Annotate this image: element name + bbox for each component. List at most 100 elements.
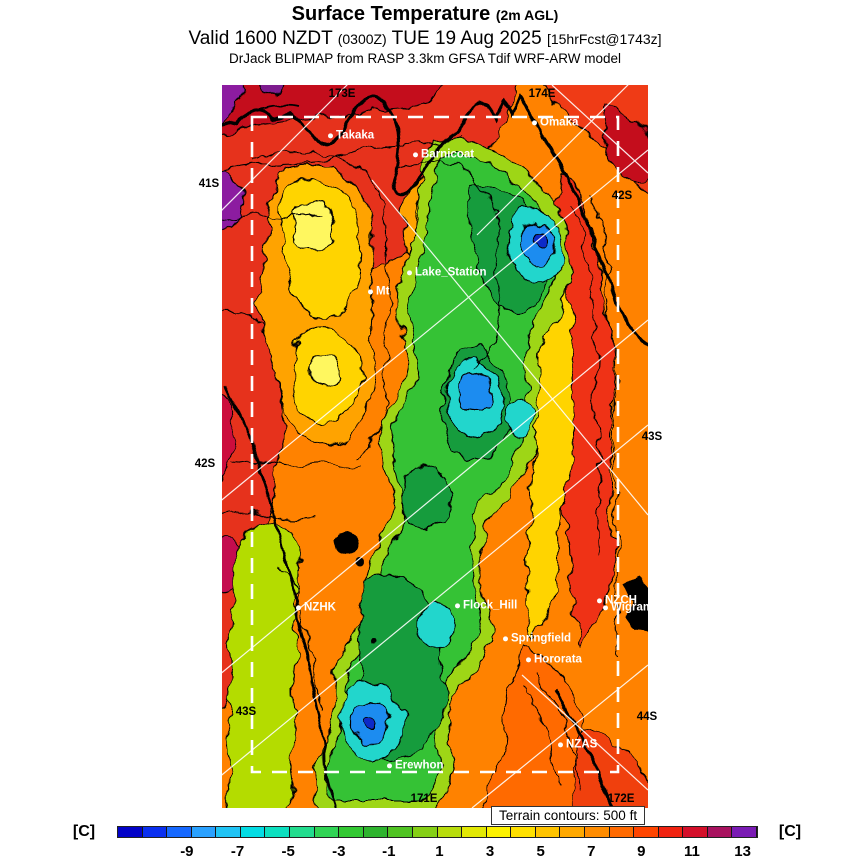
colorbar-segment xyxy=(290,827,315,837)
colorbar-segment xyxy=(609,827,635,837)
temperature-field xyxy=(222,85,648,808)
place-name: NZAS xyxy=(566,738,598,751)
colorbar-segment xyxy=(265,827,291,837)
colorbar-tick-label: 13 xyxy=(734,843,751,860)
colorbar-segment xyxy=(462,827,487,837)
colorbar-unit-left: [C] xyxy=(72,823,96,840)
place-name: Barnicoat xyxy=(421,148,475,161)
graticule-label: 42S xyxy=(194,458,216,470)
forecast-run-note: [15hrFcst@1743z] xyxy=(546,31,662,47)
place-marker-dot xyxy=(558,741,563,747)
colorbar-segment xyxy=(683,827,708,837)
graticule-label: 42S xyxy=(611,190,633,202)
place-marker-dot xyxy=(532,119,537,125)
place-label: Mt xyxy=(368,285,389,297)
colorbar-segment xyxy=(363,827,389,837)
colorbar-gradient xyxy=(117,826,758,838)
place-marker-dot xyxy=(455,602,460,608)
model-credit-line: DrJack BLIPMAP from RASP 3.3km GFSA Tdif… xyxy=(228,50,622,66)
colorbar-segment xyxy=(732,827,758,837)
place-label: Hororata xyxy=(526,653,582,665)
colorbar-tick-label: 7 xyxy=(587,843,596,860)
place-name: Takaka xyxy=(336,129,375,142)
colorbar-segment xyxy=(486,827,512,837)
colorbar: [C] -9 -7 -5 -3 -1 1 3 5 7 9 11 13 [C] xyxy=(0,820,850,860)
colorbar-segment xyxy=(634,827,659,837)
place-marker-dot xyxy=(603,604,608,610)
colorbar-segment xyxy=(658,827,684,837)
colorbar-segment xyxy=(216,827,241,837)
place-label: Barnicoat xyxy=(413,148,474,160)
place-marker-dot xyxy=(387,762,392,768)
place-marker-dot xyxy=(503,635,508,641)
place-name: NZCH xyxy=(605,594,637,607)
colorbar-tick-label: -9 xyxy=(180,843,194,860)
colorbar-segment xyxy=(511,827,536,837)
graticule-label: 173E xyxy=(328,88,356,100)
colorbar-segment xyxy=(560,827,585,837)
colorbar-segment xyxy=(412,827,438,837)
title-block: Surface Temperature (2m AGL) Valid 1600 … xyxy=(0,3,850,66)
graticule-label: 41S xyxy=(198,178,220,190)
colorbar-segment xyxy=(118,827,143,837)
place-marker-dot xyxy=(328,132,333,138)
valid-zulu-time: (0300Z) xyxy=(337,31,387,47)
colorbar-tick-label: -1 xyxy=(382,843,396,860)
place-marker-dot xyxy=(407,269,412,275)
graticule-label: 171E xyxy=(410,793,438,805)
graticule-label: 172E xyxy=(607,793,635,805)
colorbar-tick-label: 9 xyxy=(637,843,646,860)
colorbar-tick-label: 11 xyxy=(684,843,700,860)
place-label: NZCH xyxy=(597,594,637,606)
colorbar-segment xyxy=(707,827,733,837)
place-name: Omaka xyxy=(540,116,579,129)
place-name: Flock_Hill xyxy=(463,599,518,612)
place-marker-dot xyxy=(368,288,373,294)
place-name: Wigram xyxy=(611,601,654,614)
place-label: NZAS xyxy=(558,738,597,750)
place-marker-dot xyxy=(296,604,301,610)
graticule-label: 174E xyxy=(528,88,556,100)
place-label: Lake_Station xyxy=(407,266,487,278)
place-marker-dot xyxy=(597,597,602,603)
place-name: Springfield xyxy=(511,632,572,645)
place-label: Flock_Hill xyxy=(455,599,517,611)
graticule-lines xyxy=(222,85,648,808)
place-marker-dot xyxy=(526,656,531,662)
valid-date: TUE 19 Aug 2025 xyxy=(391,28,542,49)
place-name: Mt xyxy=(376,285,390,298)
page-title: Surface Temperature (2m AGL) xyxy=(0,3,850,26)
colorbar-tick-label: 1 xyxy=(435,843,444,860)
place-label: NZHK xyxy=(296,601,336,613)
domain-dashed-box xyxy=(250,115,620,774)
colorbar-tick-label: 5 xyxy=(536,843,545,860)
colorbar-tick-label: 3 xyxy=(485,843,495,860)
colorbar-segment xyxy=(535,827,561,837)
colorbar-segment xyxy=(339,827,364,837)
valid-time-line: Valid 1600 NZDT (0300Z) TUE 19 Aug 2025 … xyxy=(0,28,850,50)
place-label: Omaka xyxy=(532,116,578,128)
colorbar-segment xyxy=(142,827,168,837)
colorbar-tick-label: -3 xyxy=(332,843,346,860)
colorbar-segment xyxy=(240,827,266,837)
colorbar-tick-label: -5 xyxy=(281,843,295,860)
graticule-label: 43S xyxy=(641,431,663,443)
place-name: NZHK xyxy=(304,601,336,614)
graticule-label: 44S xyxy=(636,711,658,723)
title-main: Surface Temperature xyxy=(291,3,491,25)
colorbar-scale: -9 -7 -5 -3 -1 1 3 5 7 9 11 13 xyxy=(117,826,758,866)
temperature-map: Takaka Barnicoat Omaka Lake_Station Mt N… xyxy=(195,85,662,808)
place-name: Erewhon xyxy=(395,759,444,772)
place-label: Erewhon xyxy=(387,759,444,771)
colorbar-segment xyxy=(314,827,340,837)
colorbar-segment xyxy=(437,827,463,837)
coastline xyxy=(222,91,648,808)
place-name: Lake_Station xyxy=(415,266,487,279)
place-label: Springfield xyxy=(503,632,571,644)
colorbar-segment xyxy=(191,827,217,837)
title-level-note: (2m AGL) xyxy=(495,7,559,23)
colorbar-segment xyxy=(167,827,192,837)
colorbar-segment xyxy=(584,827,610,837)
temperature-map-art xyxy=(222,85,648,808)
colorbar-unit-right: [C] xyxy=(778,823,802,840)
